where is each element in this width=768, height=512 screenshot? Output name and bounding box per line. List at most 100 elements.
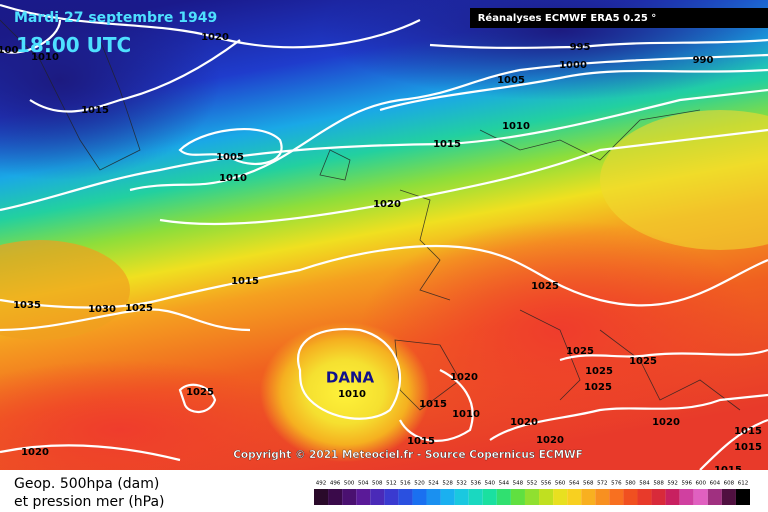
isobar-label: 1010 <box>452 409 480 420</box>
scale-swatch <box>510 489 525 505</box>
legend-title: Geop. 500hpa (dam) <box>14 476 159 492</box>
isobar-label: 1015 <box>433 139 461 150</box>
scale-label: 612 <box>738 481 749 487</box>
isobar-label: 1015 <box>231 276 259 287</box>
isobar-label: 1025 <box>125 303 153 314</box>
isobar-label: 1035 <box>13 300 41 311</box>
scale-label: 600 <box>696 481 707 487</box>
scale-label: 608 <box>724 481 735 487</box>
isobar-label: 1020 <box>536 435 564 446</box>
scale-label: 520 <box>414 481 425 487</box>
isobar-label: 990 <box>693 55 714 66</box>
scale-swatch <box>454 489 469 505</box>
isobar-label: 1015 <box>734 426 762 437</box>
scale-label: 568 <box>583 481 594 487</box>
scale-swatch <box>609 489 624 505</box>
isobar-label: 1020 <box>510 417 538 428</box>
scale-label: 556 <box>541 481 552 487</box>
isobar-label: 1005 <box>216 152 244 163</box>
scale-swatch <box>412 489 427 505</box>
scale-swatch <box>496 489 511 505</box>
isobar-label: 1020 <box>21 447 49 458</box>
scale-label: 500 <box>344 481 355 487</box>
scale-swatch <box>721 489 736 505</box>
scale-label: 596 <box>681 481 692 487</box>
scale-label: 560 <box>555 481 566 487</box>
isobar-label: 1020 <box>201 32 229 43</box>
isobar-label: 1010 <box>219 173 247 184</box>
scale-label: 536 <box>470 481 481 487</box>
scale-swatch <box>482 489 497 505</box>
scale-swatch <box>468 489 483 505</box>
isobar-label: 1000 <box>559 60 587 71</box>
source-label: Réanalyses ECMWF ERA5 0.25 ° <box>478 12 657 24</box>
time-label: 18:00 UTC <box>16 33 131 57</box>
scale-swatch <box>356 489 371 505</box>
scale-label: 516 <box>400 481 411 487</box>
date-label: Mardi 27 septembre 1949 <box>14 10 217 26</box>
scale-label: 524 <box>428 481 439 487</box>
isobar-label: 1010 <box>502 121 530 132</box>
isobar-labels: 1020 1010 100 1015 1005 1010 1005 995 1000 990 101… <box>0 32 762 476</box>
isobar-label: 1025 <box>629 356 657 367</box>
scale-swatch <box>328 489 343 505</box>
scale-swatch <box>595 489 610 505</box>
scale-label: 604 <box>710 481 721 487</box>
isobars <box>0 3 768 471</box>
isobar-label: 1030 <box>88 304 116 315</box>
scale-label: 540 <box>485 481 496 487</box>
isobar-label: 1015 <box>81 105 109 116</box>
isobar-label: 100 <box>0 45 18 56</box>
source-box <box>470 8 768 28</box>
scale-swatch <box>581 489 596 505</box>
isobar-label: 1010 <box>31 52 59 63</box>
scale-swatch <box>342 489 357 505</box>
isobar-label: 1025 <box>566 346 594 357</box>
scale-swatch <box>553 489 568 505</box>
scale-label: 564 <box>569 481 580 487</box>
scale-label: 552 <box>527 481 538 487</box>
isobar-label: 1015 <box>419 399 447 410</box>
scale-swatch <box>314 489 329 505</box>
color-scale: 492 496 500 504 508 512 516 520 524 528 532 536 540 5… <box>314 481 750 505</box>
isobar-label: 1020 <box>450 372 478 383</box>
copyright: Copyright © 2021 Meteociel.fr - Source C… <box>233 449 583 461</box>
scale-swatch <box>637 489 652 505</box>
scale-label: 528 <box>442 481 453 487</box>
scale-label: 508 <box>372 481 383 487</box>
scale-swatch <box>384 489 399 505</box>
scale-label: 492 <box>316 481 327 487</box>
scale-label: 584 <box>639 481 650 487</box>
scale-swatch <box>651 489 666 505</box>
scale-label: 592 <box>667 481 678 487</box>
isobar-label: 1015 <box>734 442 762 453</box>
scale-swatch <box>398 489 413 505</box>
scale-swatch <box>707 489 722 505</box>
isobar-label: 995 <box>570 42 591 53</box>
isobar-label: 1015 <box>407 436 435 447</box>
isobar-label: 1025 <box>531 281 559 292</box>
scale-label: 580 <box>625 481 636 487</box>
scale-swatch <box>440 489 455 505</box>
legend-subtitle: et pression mer (hPa) <box>14 494 165 510</box>
scale-swatch <box>567 489 582 505</box>
scale-label: 512 <box>386 481 397 487</box>
scale-swatch <box>735 489 750 505</box>
scale-swatch <box>693 489 708 505</box>
scale-label: 548 <box>513 481 524 487</box>
scale-swatch <box>623 489 638 505</box>
scale-swatch <box>524 489 540 505</box>
dana-label: DANA <box>326 369 375 387</box>
isobar-label: 1025 <box>186 387 214 398</box>
isobar-label: 1005 <box>497 75 525 86</box>
scale-label: 544 <box>499 481 510 487</box>
scale-label: 588 <box>653 481 664 487</box>
scale-swatch <box>679 489 694 505</box>
scale-label: 504 <box>358 481 369 487</box>
scale-label: 496 <box>330 481 341 487</box>
scale-swatch <box>539 489 554 505</box>
scale-label: 576 <box>611 481 622 487</box>
scale-label: 572 <box>597 481 608 487</box>
isobar-label: 1020 <box>373 199 401 210</box>
